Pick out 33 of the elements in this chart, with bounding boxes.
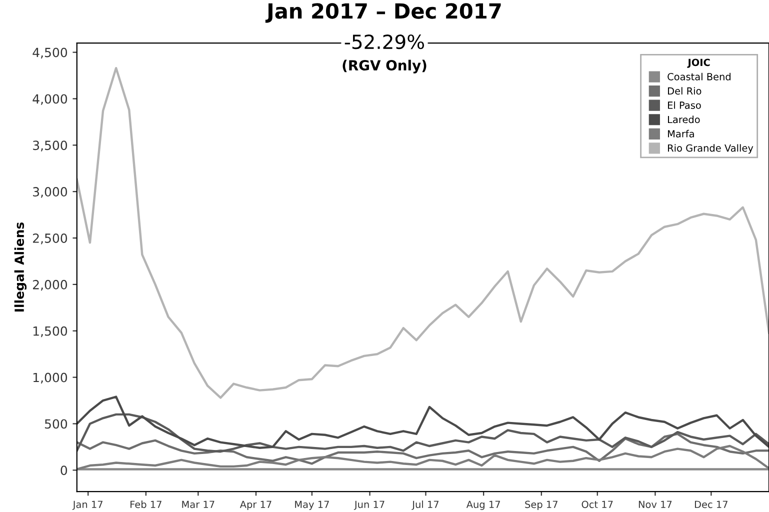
legend-label: Marfa [668, 130, 694, 138]
chart-subtitle: -52.29% [344, 34, 424, 50]
y-tick-label: 2,000 [33, 280, 68, 291]
y-tick-label: 1,500 [33, 326, 68, 338]
x-tick-label: Dec 17 [694, 500, 728, 508]
annotation: (RGV Only) [342, 60, 426, 74]
y-axis-title: Illegal Aliens [14, 222, 27, 312]
legend-label: Coastal Bend [668, 72, 730, 80]
y-tick-label: 3,500 [33, 140, 68, 152]
x-tick-label: Jun 17 [354, 500, 384, 510]
x-tick-label: Jul 17 [412, 500, 439, 510]
x-tick-label: Nov 17 [638, 500, 672, 508]
y-tick-label: 4,000 [32, 94, 68, 105]
legend-label: Rio Grande Valley [668, 144, 754, 154]
x-tick-label: Mar 17 [182, 500, 214, 508]
chart-title: Jan 2017 – Dec 2017 [265, 3, 501, 23]
y-tick-label: 500 [44, 419, 68, 429]
y-tick-label: 2,500 [33, 233, 68, 244]
x-tick-label: Sep 17 [525, 500, 558, 510]
legend-title: JOIC [687, 58, 710, 68]
x-tick-label: May 17 [295, 500, 329, 510]
x-tick-label: Jan 17 [72, 500, 102, 510]
x-tick-label: Oct 17 [582, 500, 613, 508]
legend-label: Laredo [668, 116, 700, 124]
legend-label: El Paso [668, 101, 701, 109]
x-tick-label: Feb 17 [130, 500, 162, 508]
x-tick-label: Apr 17 [240, 500, 272, 510]
y-tick-label: 3,000 [33, 187, 68, 198]
x-tick-label: Aug 17 [466, 500, 500, 510]
y-tick-label: 0 [60, 466, 68, 476]
y-tick-label: 1,000 [33, 372, 68, 384]
y-tick-label: 4,500 [32, 48, 68, 58]
legend-label: Del Rio [668, 87, 702, 95]
